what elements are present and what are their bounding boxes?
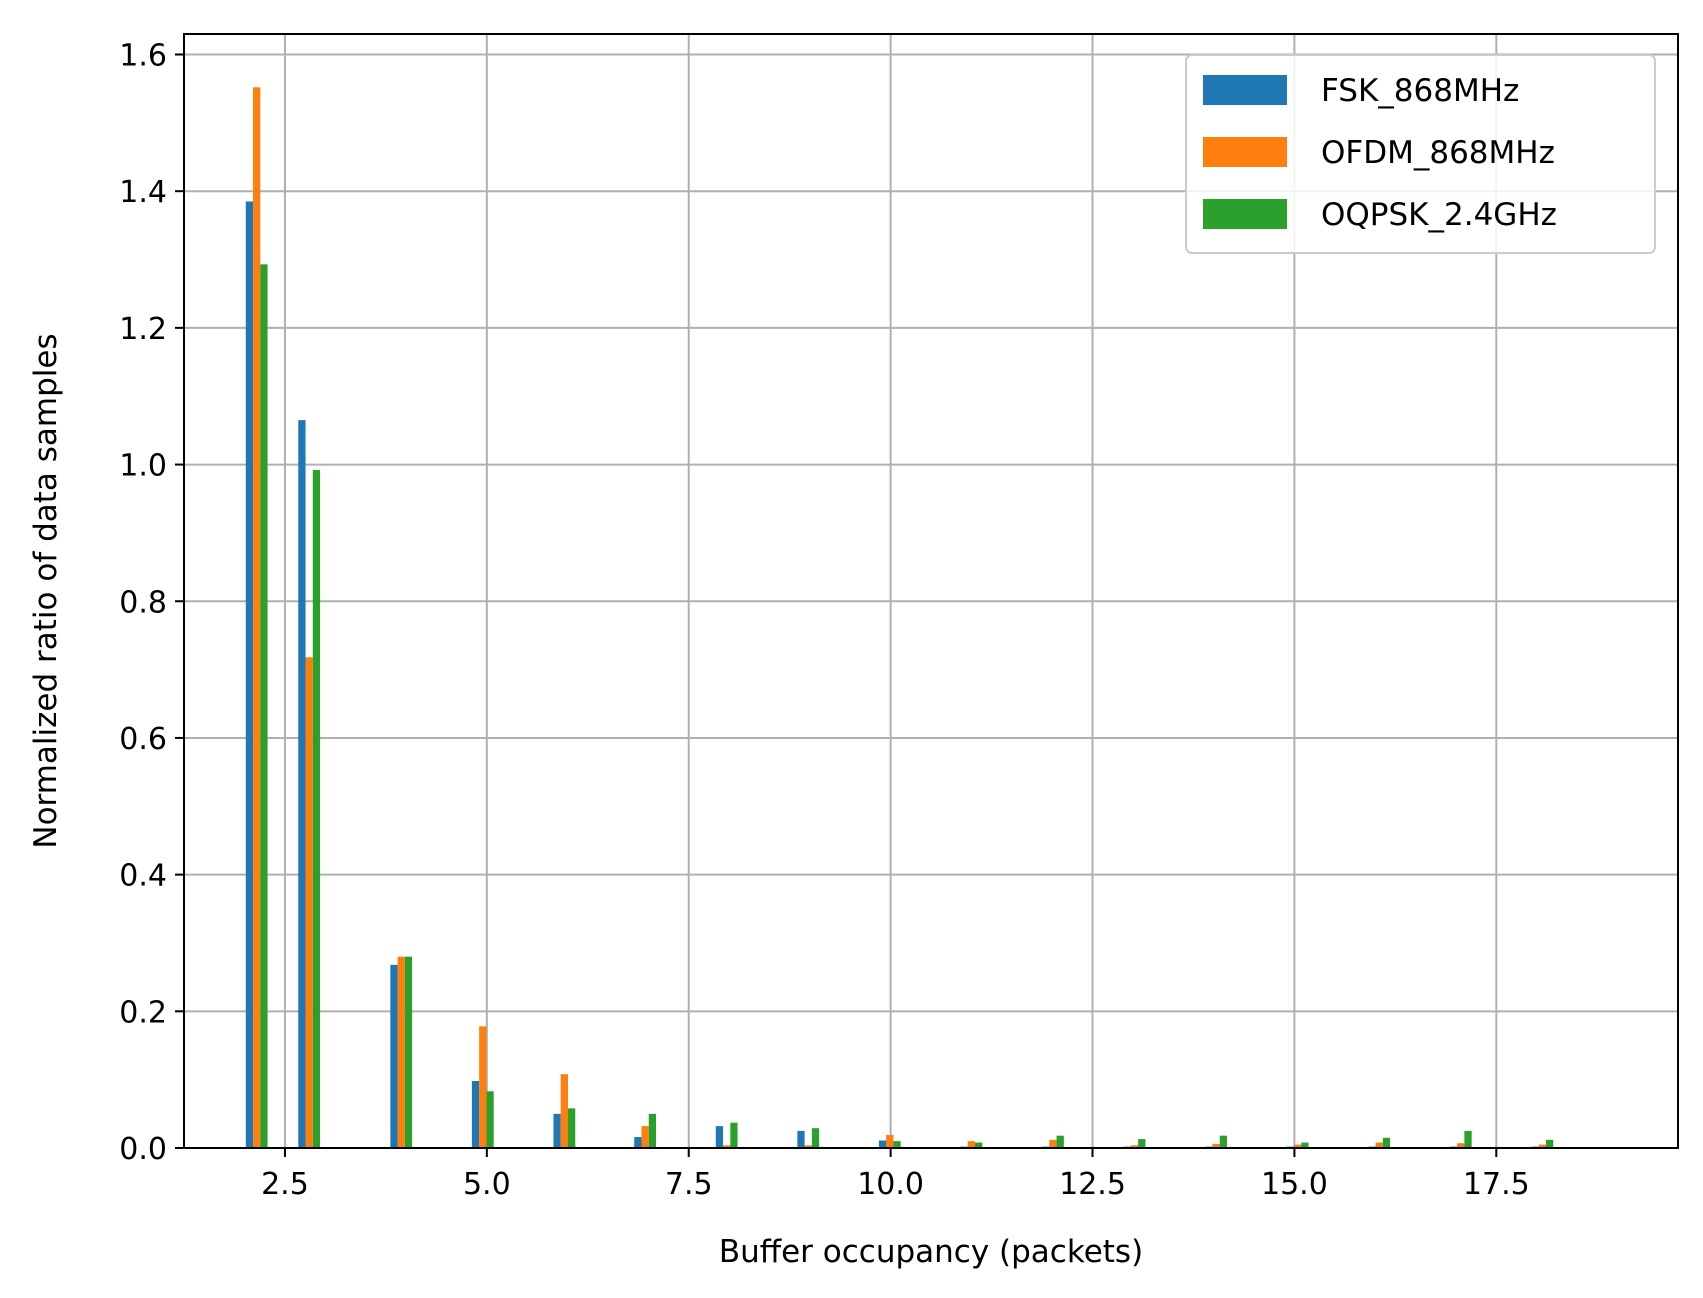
legend-box — [1185, 54, 1656, 254]
bar-FSK_868MHz-2 — [390, 964, 398, 1148]
bar-OFDM_868MHz-9 — [967, 1141, 976, 1148]
legend: FSK_868MHz OFDM_868MHz OQPSK_2.4GHz — [1185, 54, 1656, 254]
y-tick-label: 1.2 — [119, 312, 167, 347]
bar-OFDM_868MHz-15 — [1457, 1143, 1465, 1148]
bar-FSK_868MHz-5 — [634, 1137, 642, 1148]
bar-FSK_868MHz-7 — [797, 1130, 805, 1148]
x-tick-label: 17.5 — [1463, 1167, 1530, 1202]
bar-OFDM_868MHz-6 — [723, 1145, 731, 1148]
x-tick-label: 15.0 — [1261, 1167, 1328, 1202]
bar-OQPSK_2.4GHz-1 — [312, 470, 321, 1149]
legend-swatch-FSK_868MHz — [1203, 75, 1287, 105]
bar-OQPSK_2.4GHz-9 — [975, 1142, 983, 1148]
bar-OQPSK_2.4GHz-2 — [404, 956, 413, 1148]
bar-OQPSK_2.4GHz-7 — [811, 1128, 820, 1148]
legend-label: FSK_868MHz — [1321, 73, 1519, 109]
y-tick-label: 1.6 — [119, 39, 167, 74]
bar-OFDM_868MHz-10 — [1049, 1139, 1057, 1148]
bar-OQPSK_2.4GHz-8 — [893, 1141, 901, 1148]
bar-OFDM_868MHz-16 — [1538, 1144, 1546, 1148]
bar-OQPSK_2.4GHz-13 — [1301, 1142, 1309, 1148]
bar-OQPSK_2.4GHz-3 — [486, 1091, 494, 1148]
legend-swatch-OFDM_868MHz — [1203, 137, 1287, 167]
bar-OFDM_868MHz-3 — [479, 1026, 487, 1148]
bar-OFDM_868MHz-14 — [1375, 1142, 1383, 1148]
plot-area-frame — [183, 33, 1679, 1149]
bar-OQPSK_2.4GHz-10 — [1056, 1135, 1064, 1148]
bar-OQPSK_2.4GHz-15 — [1464, 1130, 1472, 1148]
bar-OQPSK_2.4GHz-14 — [1382, 1137, 1391, 1148]
x-axis-label: Buffer occupancy (packets) — [719, 1234, 1143, 1270]
bar-OFDM_868MHz-4 — [560, 1074, 568, 1148]
y-tick-label: 0.8 — [119, 585, 167, 620]
bar-OFDM_868MHz-2 — [397, 956, 405, 1148]
x-tick-label: 7.5 — [665, 1167, 713, 1202]
legend-label: OFDM_868MHz — [1321, 135, 1555, 171]
bar-OFDM_868MHz-7 — [804, 1145, 812, 1148]
x-tick-label: 12.5 — [1059, 1167, 1126, 1202]
y-tick-label: 0.4 — [119, 859, 167, 894]
axis-ticks: 2.5 5.0 7.5 10.0 12.5 15.0 17.5 0.0 0.2 0.4 0.6 0.8… — [119, 39, 1529, 1202]
bar-FSK_868MHz-1 — [298, 420, 306, 1148]
bar-OFDM_868MHz-5 — [641, 1126, 649, 1148]
bar-OQPSK_2.4GHz-6 — [730, 1122, 738, 1148]
bar-OQPSK_2.4GHz-5 — [648, 1113, 657, 1148]
bar-OFDM_868MHz-8 — [886, 1135, 894, 1148]
y-tick-label: 0.6 — [119, 722, 167, 757]
bar-OFDM_868MHz-13 — [1294, 1144, 1302, 1148]
x-tick-label: 2.5 — [261, 1167, 309, 1202]
bar-OQPSK_2.4GHz-11 — [1138, 1139, 1146, 1148]
bar-FSK_868MHz-0 — [245, 201, 254, 1148]
bar-OQPSK_2.4GHz-4 — [567, 1108, 576, 1148]
bar-OQPSK_2.4GHz-16 — [1545, 1139, 1554, 1148]
legend-swatch-OQPSK_2.4GHz — [1203, 199, 1287, 229]
y-tick-label: 0.0 — [119, 1132, 167, 1167]
bar-FSK_868MHz-8 — [878, 1140, 887, 1148]
y-axis-label: Normalized ratio of data samples — [28, 333, 64, 848]
x-tick-label: 10.0 — [857, 1167, 924, 1202]
y-tick-label: 1.4 — [119, 175, 167, 210]
bar-OFDM_868MHz-12 — [1212, 1143, 1220, 1148]
bar-OFDM_868MHz-11 — [1130, 1145, 1139, 1148]
y-tick-label: 0.2 — [119, 995, 167, 1030]
bar-FSK_868MHz-3 — [471, 1081, 480, 1148]
bar-FSK_868MHz-6 — [715, 1126, 724, 1148]
bar-OFDM_868MHz-0 — [253, 87, 261, 1148]
bar-OQPSK_2.4GHz-12 — [1219, 1135, 1227, 1148]
bar-OFDM_868MHz-1 — [305, 657, 313, 1148]
x-tick-label: 5.0 — [463, 1167, 511, 1202]
legend-label: OQPSK_2.4GHz — [1321, 197, 1557, 233]
bar-OQPSK_2.4GHz-0 — [260, 264, 268, 1149]
bar-FSK_868MHz-4 — [553, 1113, 561, 1148]
y-tick-label: 1.0 — [119, 449, 167, 484]
